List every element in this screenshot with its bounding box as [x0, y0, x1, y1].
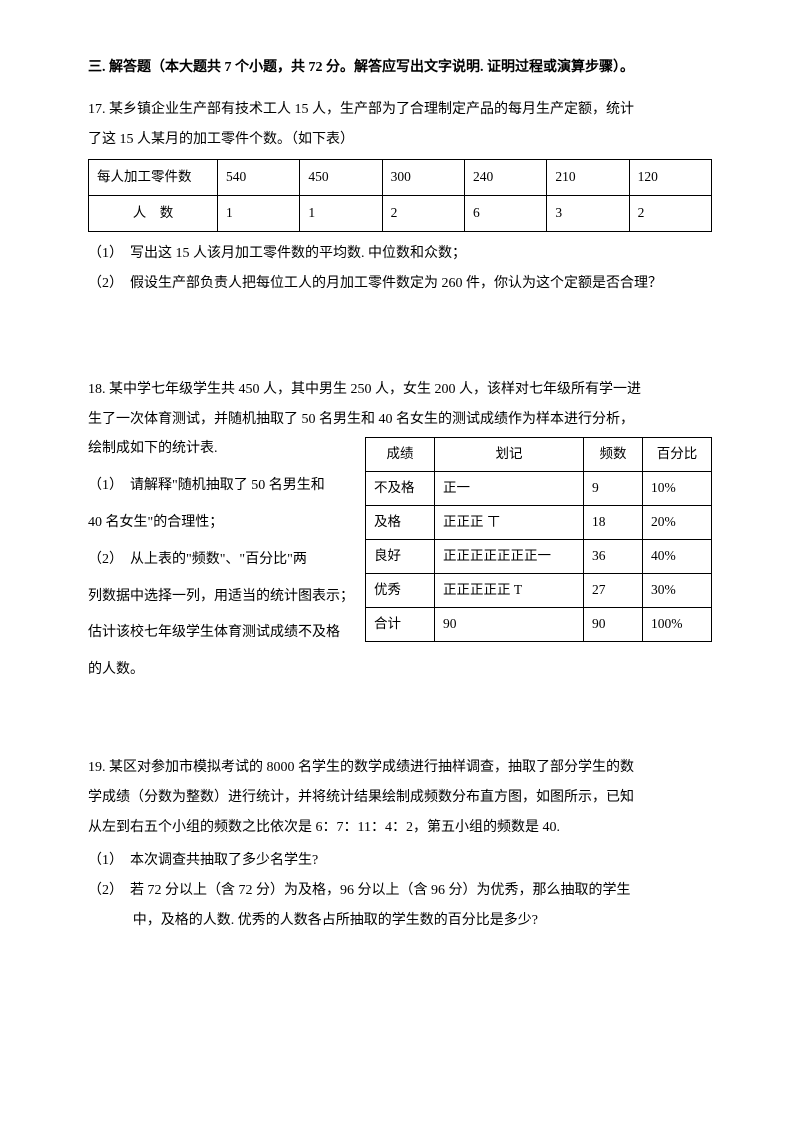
q18-r2c3: 18 — [584, 506, 643, 540]
table-row: 每人加工零件数 540 450 300 240 210 120 — [89, 160, 712, 196]
q17-r2c1: 1 — [218, 196, 300, 232]
q18-left-text: （1） 请解释"随机抽取了 50 名男生和 40 名女生"的合理性； （2） 从… — [88, 471, 388, 686]
q17-r2c6: 2 — [629, 196, 711, 232]
q18-r1c4: 10% — [643, 472, 712, 506]
q19-sub1: （1） 本次调查共抽取了多少名学生? — [88, 849, 712, 873]
q18-r3c2: 正正正正正正正一 — [435, 540, 584, 574]
q18-sub1b: 40 名女生"的合理性； — [88, 508, 388, 539]
q18-h4: 百分比 — [643, 438, 712, 472]
q18-body: 绘制成如下的统计表. （1） 请解释"随机抽取了 50 名男生和 40 名女生"… — [88, 437, 712, 686]
q17-row1-label: 每人加工零件数 — [89, 160, 218, 196]
q18-r1c3: 9 — [584, 472, 643, 506]
q17-sub1: （1） 写出这 15 人该月加工零件数的平均数. 中位数和众数； — [88, 242, 712, 266]
section-title: 三. 解答题（本大题共 7 个小题，共 72 分。解答应写出文字说明. 证明过程… — [88, 56, 712, 80]
q19-sub2a: （2） 若 72 分以上（含 72 分）为及格，96 分以上（含 96 分）为优… — [88, 879, 712, 903]
q18-r1c2: 正一 — [435, 472, 584, 506]
q17-r1c2: 450 — [300, 160, 382, 196]
q18-r5c4: 100% — [643, 608, 712, 642]
q17-table: 每人加工零件数 540 450 300 240 210 120 人 数 1 1 … — [88, 159, 712, 232]
q18-table: 成绩 划记 频数 百分比 不及格 正一 9 10% 及格 正正正 ㄒ 18 20… — [365, 437, 712, 642]
q18-r4c4: 30% — [643, 574, 712, 608]
q18-r2c4: 20% — [643, 506, 712, 540]
q17-r1c5: 210 — [547, 160, 629, 196]
table-row: 人 数 1 1 2 6 3 2 — [89, 196, 712, 232]
q18-h2: 划记 — [435, 438, 584, 472]
question-18: 18. 某中学七年级学生共 450 人，其中男生 250 人，女生 200 人，… — [88, 378, 712, 686]
q18-sub1a: （1） 请解释"随机抽取了 50 名男生和 — [88, 471, 388, 502]
q18-h3: 频数 — [584, 438, 643, 472]
table-row: 优秀 正正正正正 T 27 30% — [366, 574, 712, 608]
q18-r4c1: 优秀 — [366, 574, 435, 608]
q18-r3c4: 40% — [643, 540, 712, 574]
q17-row2-label: 人 数 — [89, 196, 218, 232]
q17-sub2: （2） 假设生产部负责人把每位工人的月加工零件数定为 260 件，你认为这个定额… — [88, 272, 712, 296]
q18-sub3a: 估计该校七年级学生体育测试成绩不及格 — [88, 618, 388, 649]
q17-r2c2: 1 — [300, 196, 382, 232]
table-row: 及格 正正正 ㄒ 18 20% — [366, 506, 712, 540]
q17-stem-line2: 了这 15 人某月的加工零件个数。（如下表） — [88, 128, 712, 152]
q19-sub2b: 中，及格的人数. 优秀的人数各占所抽取的学生数的百分比是多少? — [88, 909, 712, 933]
q17-r1c4: 240 — [464, 160, 546, 196]
q18-r5c3: 90 — [584, 608, 643, 642]
question-17: 17. 某乡镇企业生产部有技术工人 15 人，生产部为了合理制定产品的每月生产定… — [88, 98, 712, 296]
q18-r5c1: 合计 — [366, 608, 435, 642]
q18-stem-line2: 生了一次体育测试，并随机抽取了 50 名男生和 40 名女生的测试成绩作为样本进… — [88, 408, 712, 432]
table-row: 合计 90 90 100% — [366, 608, 712, 642]
q18-r5c2: 90 — [435, 608, 584, 642]
q18-r4c2: 正正正正正 T — [435, 574, 584, 608]
spacer — [88, 324, 712, 378]
document-page: 三. 解答题（本大题共 7 个小题，共 72 分。解答应写出文字说明. 证明过程… — [0, 0, 800, 1132]
q18-h1: 成绩 — [366, 438, 435, 472]
q18-r1c1: 不及格 — [366, 472, 435, 506]
q17-r2c5: 3 — [547, 196, 629, 232]
table-row: 良好 正正正正正正正一 36 40% — [366, 540, 712, 574]
q17-r1c6: 120 — [629, 160, 711, 196]
q18-r3c3: 36 — [584, 540, 643, 574]
table-row: 不及格 正一 9 10% — [366, 472, 712, 506]
q18-r2c2: 正正正 ㄒ — [435, 506, 584, 540]
q17-stem-line1: 17. 某乡镇企业生产部有技术工人 15 人，生产部为了合理制定产品的每月生产定… — [88, 98, 712, 122]
spacer — [88, 714, 712, 756]
q18-sub3b: 的人数。 — [88, 655, 388, 686]
q19-stem-line2: 学成绩（分数为整数）进行统计，并将统计结果绘制成频数分布直方图，如图所示，已知 — [88, 786, 712, 810]
q18-r3c1: 良好 — [366, 540, 435, 574]
q17-r1c1: 540 — [218, 160, 300, 196]
question-19: 19. 某区对参加市模拟考试的 8000 名学生的数学成绩进行抽样调查，抽取了部… — [88, 756, 712, 933]
q17-r2c3: 2 — [382, 196, 464, 232]
q18-stem-line1: 18. 某中学七年级学生共 450 人，其中男生 250 人，女生 200 人，… — [88, 378, 712, 402]
q18-sub2a: （2） 从上表的"频数"、"百分比"两 — [88, 545, 388, 576]
q19-stem-line1: 19. 某区对参加市模拟考试的 8000 名学生的数学成绩进行抽样调查，抽取了部… — [88, 756, 712, 780]
q18-sub2b: 列数据中选择一列，用适当的统计图表示； — [88, 582, 388, 613]
q19-stem-line3: 从左到右五个小组的频数之比依次是 6：7：11：4：2，第五小组的频数是 40. — [88, 816, 712, 840]
q17-r2c4: 6 — [464, 196, 546, 232]
q18-r2c1: 及格 — [366, 506, 435, 540]
q18-r4c3: 27 — [584, 574, 643, 608]
q17-r1c3: 300 — [382, 160, 464, 196]
table-row: 成绩 划记 频数 百分比 — [366, 438, 712, 472]
